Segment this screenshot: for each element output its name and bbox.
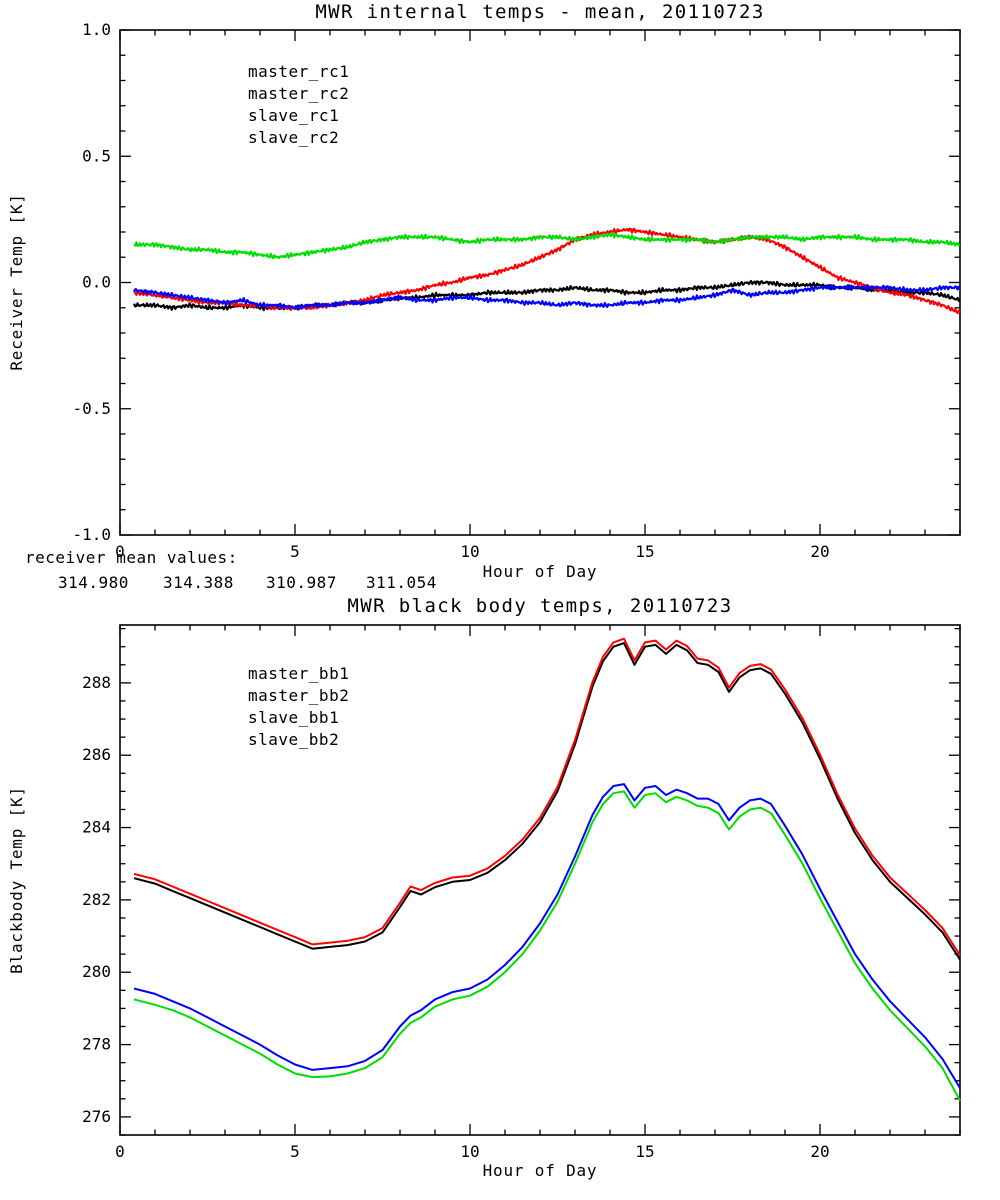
x-tick-label: 10 [460, 542, 479, 561]
y-tick-label: 1.0 [82, 20, 111, 39]
y-tick-label: -1.0 [72, 525, 111, 544]
top-x-axis-label: Hour of Day [483, 562, 598, 581]
series-master_bb2 [133, 637, 961, 956]
legend-slave-bb1: slave_bb1 [248, 708, 339, 727]
mean-value-slave-rc2: 311.054 [366, 573, 437, 592]
y-tick-label: 276 [82, 1107, 111, 1126]
legend-master-rc2: master_rc2 [248, 84, 349, 103]
mean-value-slave-rc1: 310.987 [266, 573, 337, 592]
series-layer [132, 227, 961, 1102]
bottom-chart-title: MWR black body temps, 20110723 [347, 595, 732, 617]
x-tick-label: 5 [290, 1142, 300, 1161]
legend-slave-rc2: slave_rc2 [248, 128, 339, 147]
legend-slave-bb2: slave_bb2 [248, 730, 339, 749]
y-tick-label: 278 [82, 1035, 111, 1054]
top-y-axis-label: Receiver Temp [K] [7, 193, 26, 370]
series-master_bb1 [133, 642, 961, 961]
bottom-y-axis-label: Blackbody Temp [K] [7, 786, 26, 974]
x-tick-label: 0 [115, 1142, 125, 1161]
x-tick-label: 5 [290, 542, 300, 561]
series-slave_bb1 [133, 783, 961, 1089]
series-master_rc2 [133, 227, 961, 315]
series-slave_rc1 [133, 284, 960, 311]
x-tick-label: 15 [635, 542, 654, 561]
receiver-mean-values: receiver mean values: 314.980 314.388 31… [25, 548, 437, 592]
mean-value-master-rc1: 314.980 [58, 573, 129, 592]
receiver-mean-label: receiver mean values: [25, 548, 238, 567]
y-tick-label: -0.5 [72, 399, 111, 418]
bottom-x-axis-label: Hour of Day [483, 1161, 598, 1180]
y-tick-label: 0.5 [82, 146, 111, 165]
x-tick-label: 10 [460, 1142, 479, 1161]
y-tick-label: 0.0 [82, 273, 111, 292]
bottom-chart-text: MWR black body temps, 20110723 Hour of D… [7, 595, 732, 1180]
plot-frame-1 [119, 624, 961, 1136]
y-tick-label: 284 [82, 818, 111, 837]
x-tick-label: 20 [810, 542, 829, 561]
top-chart-text: MWR internal temps - mean, 20110723 Hour… [7, 1, 764, 581]
mean-value-master-rc2: 314.388 [163, 573, 234, 592]
y-tick-label: 288 [82, 673, 111, 692]
plot-frame-0 [119, 29, 961, 536]
top-chart-title: MWR internal temps - mean, 20110723 [315, 1, 764, 23]
x-tick-label: 0 [115, 542, 125, 561]
y-tick-label: 280 [82, 962, 111, 981]
x-tick-label: 15 [635, 1142, 654, 1161]
legend-master-bb2: master_bb2 [248, 686, 349, 705]
legend-master-bb1: master_bb1 [248, 664, 349, 683]
series-slave_bb2 [133, 790, 961, 1102]
x-tick-label: 20 [810, 1142, 829, 1161]
axes-layer: 0 5 10 15 20 -1.0 -0.5 0.0 0.5 1.0 0 5 10 15 20 276 278 2… [72, 20, 961, 1161]
y-tick-label: 286 [82, 745, 111, 764]
legend-master-rc1: master_rc1 [248, 62, 349, 81]
legend-slave-rc1: slave_rc1 [248, 106, 339, 125]
series-slave_rc2 [133, 232, 961, 260]
y-tick-label: 282 [82, 890, 111, 909]
